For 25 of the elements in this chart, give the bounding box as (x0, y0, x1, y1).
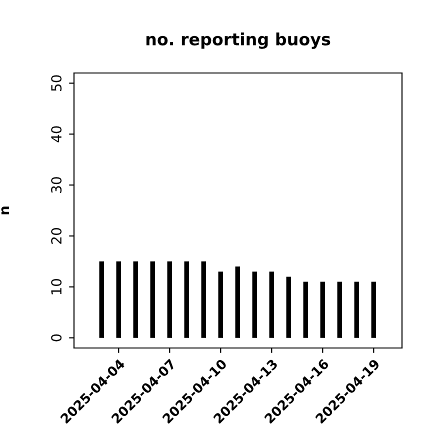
y-tick-label: 20 (51, 228, 62, 244)
bar (99, 261, 104, 338)
bar (320, 282, 326, 338)
bar (201, 261, 206, 338)
y-tick-label: 50 (51, 75, 62, 91)
bar (269, 272, 274, 338)
bar (235, 266, 240, 338)
y-tick-label: 10 (51, 278, 62, 294)
bar (184, 261, 190, 338)
y-tick-label: 30 (51, 177, 62, 193)
chart-title: no. reporting buoys (146, 32, 330, 49)
bar (286, 276, 292, 338)
bar (218, 272, 224, 338)
y-tick-label: 0 (51, 334, 62, 342)
bar (116, 261, 122, 338)
bar (252, 272, 258, 338)
bar (167, 261, 172, 338)
bar (354, 282, 360, 338)
y-tick-label: 40 (51, 126, 62, 142)
bar (337, 282, 342, 338)
bar (150, 261, 156, 338)
bar (303, 282, 308, 338)
y-axis-title: n (1, 206, 10, 214)
bar (133, 261, 138, 338)
bar (371, 282, 376, 338)
